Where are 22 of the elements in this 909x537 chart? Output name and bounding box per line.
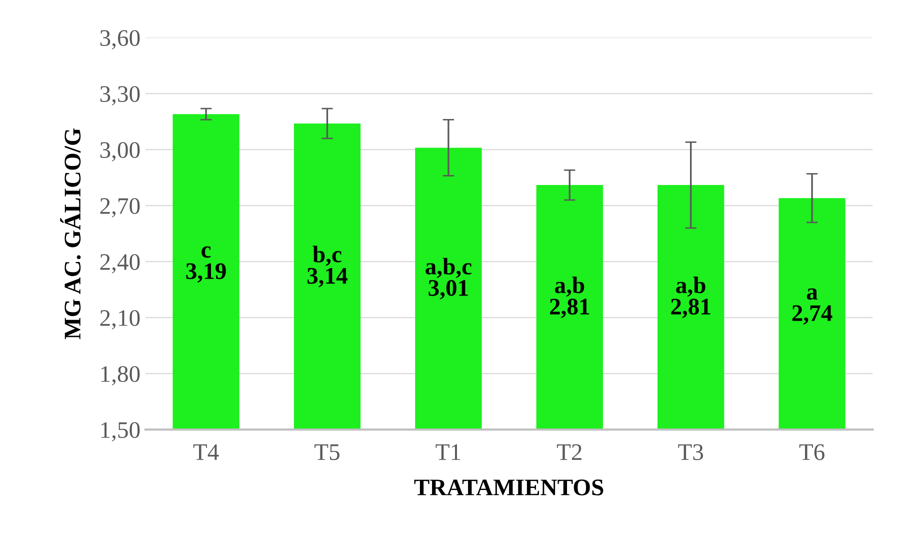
- data-label: a,b,c 3,01: [426, 258, 472, 300]
- y-axis-title: MG AC. GÁLICO/G: [60, 128, 81, 340]
- y-tick-label: 2,10: [100, 310, 140, 330]
- x-tick-label: T6: [799, 444, 824, 460]
- y-tick-label: 1,80: [101, 366, 140, 386]
- data-label: c 3,19: [186, 246, 226, 283]
- y-tick-label: 1,50: [101, 422, 140, 442]
- y-tick-label: 3,60: [100, 30, 140, 50]
- data-label: a,b 2,81: [671, 276, 710, 318]
- x-tick-label: T4: [193, 444, 219, 460]
- y-tick-label: 3,00: [100, 142, 140, 162]
- y-tick-label: 2,70: [100, 198, 140, 218]
- x-tick-label: T3: [678, 444, 704, 460]
- y-tick-label: 2,40: [100, 254, 140, 274]
- x-tick-label: T2: [556, 444, 582, 460]
- x-axis-title: TRATAMIENTOS: [414, 480, 604, 496]
- data-label: a,b 2,81: [550, 276, 590, 318]
- data-label: a 2,74: [792, 288, 832, 325]
- x-tick-label: T5: [314, 444, 340, 460]
- y-tick-label: 3,30: [100, 86, 140, 106]
- data-label: b,c 3,14: [307, 246, 348, 288]
- x-tick-label: T1: [436, 444, 460, 460]
